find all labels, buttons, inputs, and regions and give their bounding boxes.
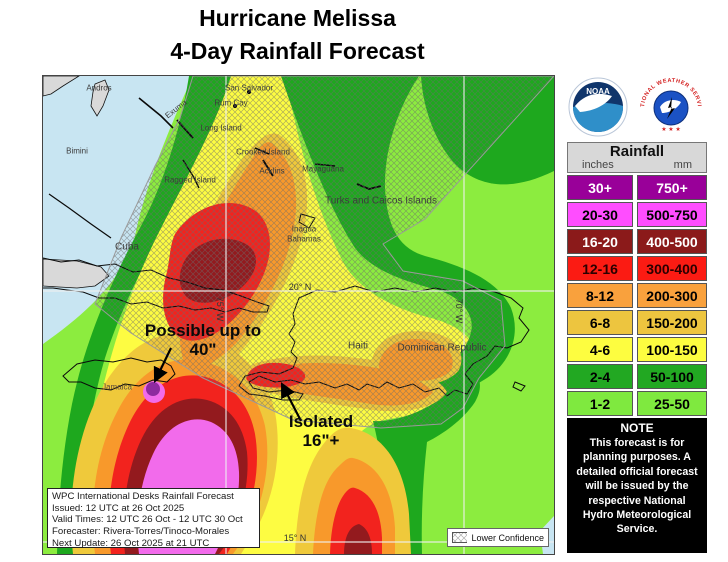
legend-cell: 16-20 [567, 229, 633, 254]
legend-unit-mm: mm [673, 159, 692, 171]
legend-cell: 8-12 [567, 283, 633, 308]
legend-header: Rainfall inches mm [567, 142, 707, 173]
legend-cell: 12-16 [567, 256, 633, 281]
info-line: Issued: 12 UTC at 26 Oct 2025 [52, 502, 185, 514]
purple-40in-spot [146, 382, 160, 396]
lower-confidence-label: Lower Confidence [471, 532, 544, 543]
legend-row: 20-30 500-750 [567, 202, 707, 227]
legend-row: 16-20 400-500 [567, 229, 707, 254]
nws-logo-stars: ★ ★ ★ [661, 126, 680, 133]
legend-cell: 30+ [567, 175, 633, 200]
legend-cell: 500-750 [637, 202, 707, 227]
grid-label-75w: 75° W [215, 296, 225, 322]
lower-confidence-legend: Lower Confidence [447, 528, 549, 547]
legend-row: 30+ 750+ [567, 175, 707, 200]
forecast-info-box: WPC International Desks Rainfall Forecas… [47, 488, 260, 549]
legend-row: 8-12 200-300 [567, 283, 707, 308]
annotation-arrows [153, 347, 302, 422]
rainfall-legend: Rainfall inches mm 30+ 750+ 20-30 500-75… [567, 142, 707, 418]
legend-row: 12-16 300-400 [567, 256, 707, 281]
grid-label-20n: 20° N [288, 282, 312, 292]
annotation-isolated-16: Isolated 16"+ [288, 412, 354, 450]
page-title: Hurricane Melissa 4-Day Rainfall Forecas… [42, 2, 553, 68]
info-line: Valid Times: 12 UTC 26 Oct - 12 UTC 30 O… [52, 514, 243, 526]
legend-cell: 20-30 [567, 202, 633, 227]
legend-cell: 2-4 [567, 364, 633, 389]
title-line2: 4-Day Rainfall Forecast [170, 38, 425, 64]
agency-logos: NOAA NATIONAL WEATHER SERVICE ★ ★ ★ [566, 75, 708, 141]
info-line: WPC International Desks Rainfall Forecas… [52, 491, 234, 502]
grid-label-15n: 15° N [283, 533, 307, 543]
legend-cell: 50-100 [637, 364, 707, 389]
annotation-possible-40: Possible up to 40" [144, 321, 262, 359]
legend-cell: 300-400 [637, 256, 707, 281]
noaa-logo: NOAA [568, 77, 628, 137]
legend-cell: 100-150 [637, 337, 707, 362]
info-line: Forecaster: Rivera-Torres/Tinoco-Morales [52, 526, 230, 538]
note-title: NOTE [620, 421, 654, 435]
legend-row: 6-8 150-200 [567, 310, 707, 335]
noaa-logo-text: NOAA [586, 87, 610, 96]
legend-row: 4-6 100-150 [567, 337, 707, 362]
legend-cell: 25-50 [637, 391, 707, 416]
grid-label-70w: 70° W [454, 298, 464, 324]
legend-unit-inches: inches [582, 159, 614, 171]
info-line: Next Update: 26 Oct 2025 at 21 UTC [52, 537, 210, 549]
rainfall-map: San Salvador Rum Cay Exuma Long Island C… [42, 75, 555, 555]
lower-confidence-region [94, 76, 554, 429]
nws-logo: NATIONAL WEATHER SERVICE ★ ★ ★ [638, 75, 703, 140]
legend-cell: 200-300 [637, 283, 707, 308]
title-line1: Hurricane Melissa [199, 5, 396, 31]
legend-cell: 4-6 [567, 337, 633, 362]
legend-cell: 400-500 [637, 229, 707, 254]
legend-row: 1-2 25-50 [567, 391, 707, 416]
legend-cell: 750+ [637, 175, 707, 200]
note-body: This forecast is for planning purposes. … [576, 437, 698, 536]
legend-cell: 6-8 [567, 310, 633, 335]
rainfall-map-canvas [43, 76, 554, 554]
legend-title: Rainfall [609, 143, 665, 160]
crosshatch-swatch-icon [452, 532, 468, 543]
legend-cell: 1-2 [567, 391, 633, 416]
legend-cell: 150-200 [637, 310, 707, 335]
legend-row: 2-4 50-100 [567, 364, 707, 389]
note-box: NOTE This forecast is for planning purpo… [567, 418, 707, 553]
